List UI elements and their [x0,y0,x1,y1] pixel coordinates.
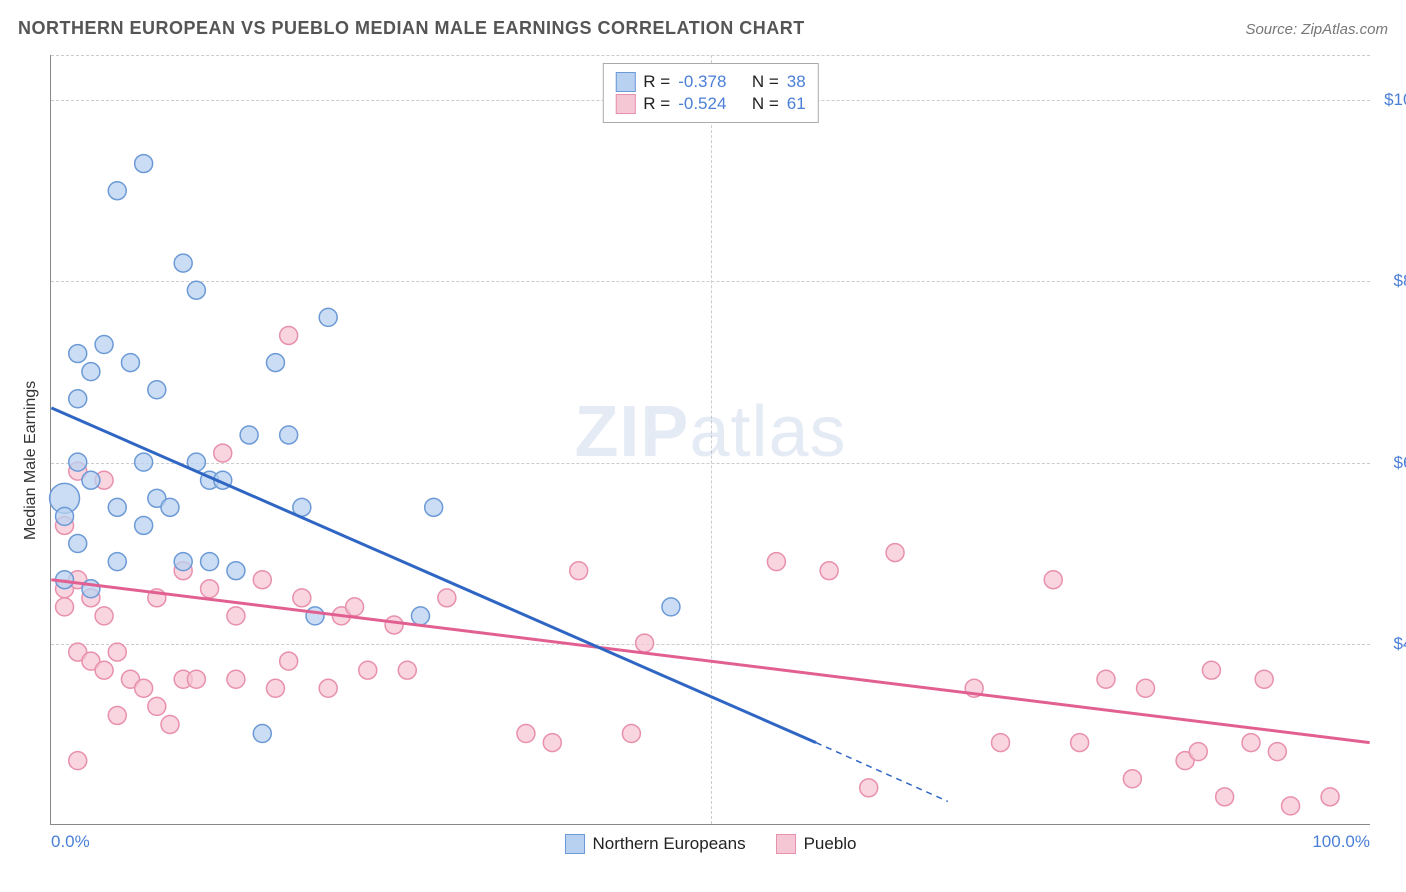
y-tick-label: $100,000 [1384,90,1406,110]
swatch-b-bottom [776,834,796,854]
series-b-label: Pueblo [804,834,857,854]
chart-title: NORTHERN EUROPEAN VS PUEBLO MEDIAN MALE … [18,18,805,39]
r-value-a: -0.378 [678,72,726,92]
y-tick-label: $60,000 [1394,453,1406,473]
header: NORTHERN EUROPEAN VS PUEBLO MEDIAN MALE … [18,18,1388,39]
y-axis-label: Median Male Earnings [22,381,40,540]
swatch-a-bottom [564,834,584,854]
source-attribution: Source: ZipAtlas.com [1245,21,1388,38]
y-tick-label: $80,000 [1394,271,1406,291]
legend-item-b: Pueblo [776,834,857,854]
y-tick-label: $40,000 [1394,634,1406,654]
n-label: N = [752,72,779,92]
x-tick-1: 100.0% [1312,832,1370,852]
r-label: R = [643,94,670,114]
series-legend: Northern Europeans Pueblo [564,834,856,854]
x-tick-0: 0.0% [51,832,90,852]
legend-row-a: R = -0.378 N = 38 [615,72,805,92]
correlation-legend: R = -0.378 N = 38 R = -0.524 N = 61 [602,63,818,123]
n-value-b: 61 [787,94,806,114]
swatch-a [615,72,635,92]
chart-area: $40,000$60,000$80,000$100,000 ZIPatlas R… [50,55,1370,825]
scatter-plot [51,55,1370,824]
r-value-b: -0.524 [678,94,726,114]
swatch-b [615,94,635,114]
legend-row-b: R = -0.524 N = 61 [615,94,805,114]
n-label: N = [752,94,779,114]
n-value-a: 38 [787,72,806,92]
legend-item-a: Northern Europeans [564,834,745,854]
r-label: R = [643,72,670,92]
series-a-label: Northern Europeans [592,834,745,854]
